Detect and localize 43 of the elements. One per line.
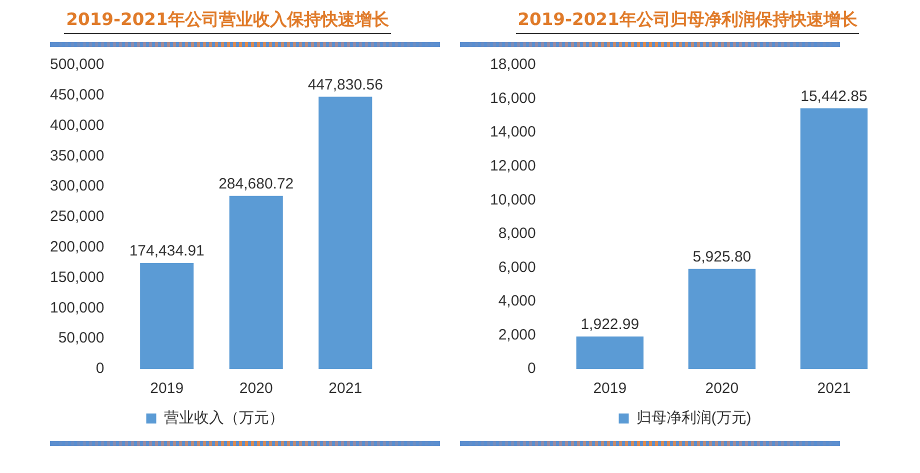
x-tick-label: 2020 [705,380,739,398]
data-label: 284,680.72 [218,176,294,193]
x-tick-label: 2019 [150,380,184,398]
bar [576,336,644,369]
bar [140,262,194,369]
y-tick-label: 2,000 [498,326,536,344]
y-tick-label: 0 [528,360,536,378]
y-tick-label: 12,000 [490,157,536,174]
x-tick-label: 2021 [328,380,362,398]
y-tick-label: 16,000 [490,90,536,107]
y-tick-label: 150,000 [50,268,104,286]
y-tick-label: 250,000 [50,208,104,226]
y-tick-label: 100,000 [50,299,104,316]
y-tick-label: 8,000 [498,225,536,242]
data-label: 174,434.91 [129,242,204,260]
bar [229,196,283,369]
y-tick-label: 18,000 [490,56,536,74]
legend-label: 营业收入（万元） [164,410,284,427]
x-tick-label: 2020 [239,380,273,398]
data-label: 447,830.56 [308,76,383,94]
y-tick-label: 0 [96,360,104,378]
bar [318,96,372,369]
y-tick-label: 350,000 [50,147,104,164]
data-label: 15,442.85 [800,88,868,105]
y-tick-label: 450,000 [50,86,104,104]
y-tick-label: 6,000 [498,258,536,276]
y-tick-label: 500,000 [50,56,104,74]
legend-label: 归母净利润(万元) [636,410,752,427]
chart-title: 2019-2021年公司归母净利润保持快速增长 [516,8,860,34]
y-tick-label: 300,000 [50,178,104,195]
x-tick-label: 2021 [817,380,851,398]
chart-title: 2019-2021年公司营业收入保持快速增长 [64,8,391,34]
x-tick-label: 2019 [593,380,627,398]
data-label: 1,922.99 [580,316,640,334]
y-tick-label: 4,000 [498,292,536,310]
y-tick-label: 50,000 [58,330,104,347]
y-tick-label: 10,000 [490,191,536,208]
y-tick-label: 14,000 [490,124,536,141]
y-tick-label: 400,000 [50,116,104,134]
y-tick-label: 200,000 [50,238,104,256]
bar [688,268,756,369]
data-label: 5,925.80 [692,248,752,266]
bar [800,108,868,369]
